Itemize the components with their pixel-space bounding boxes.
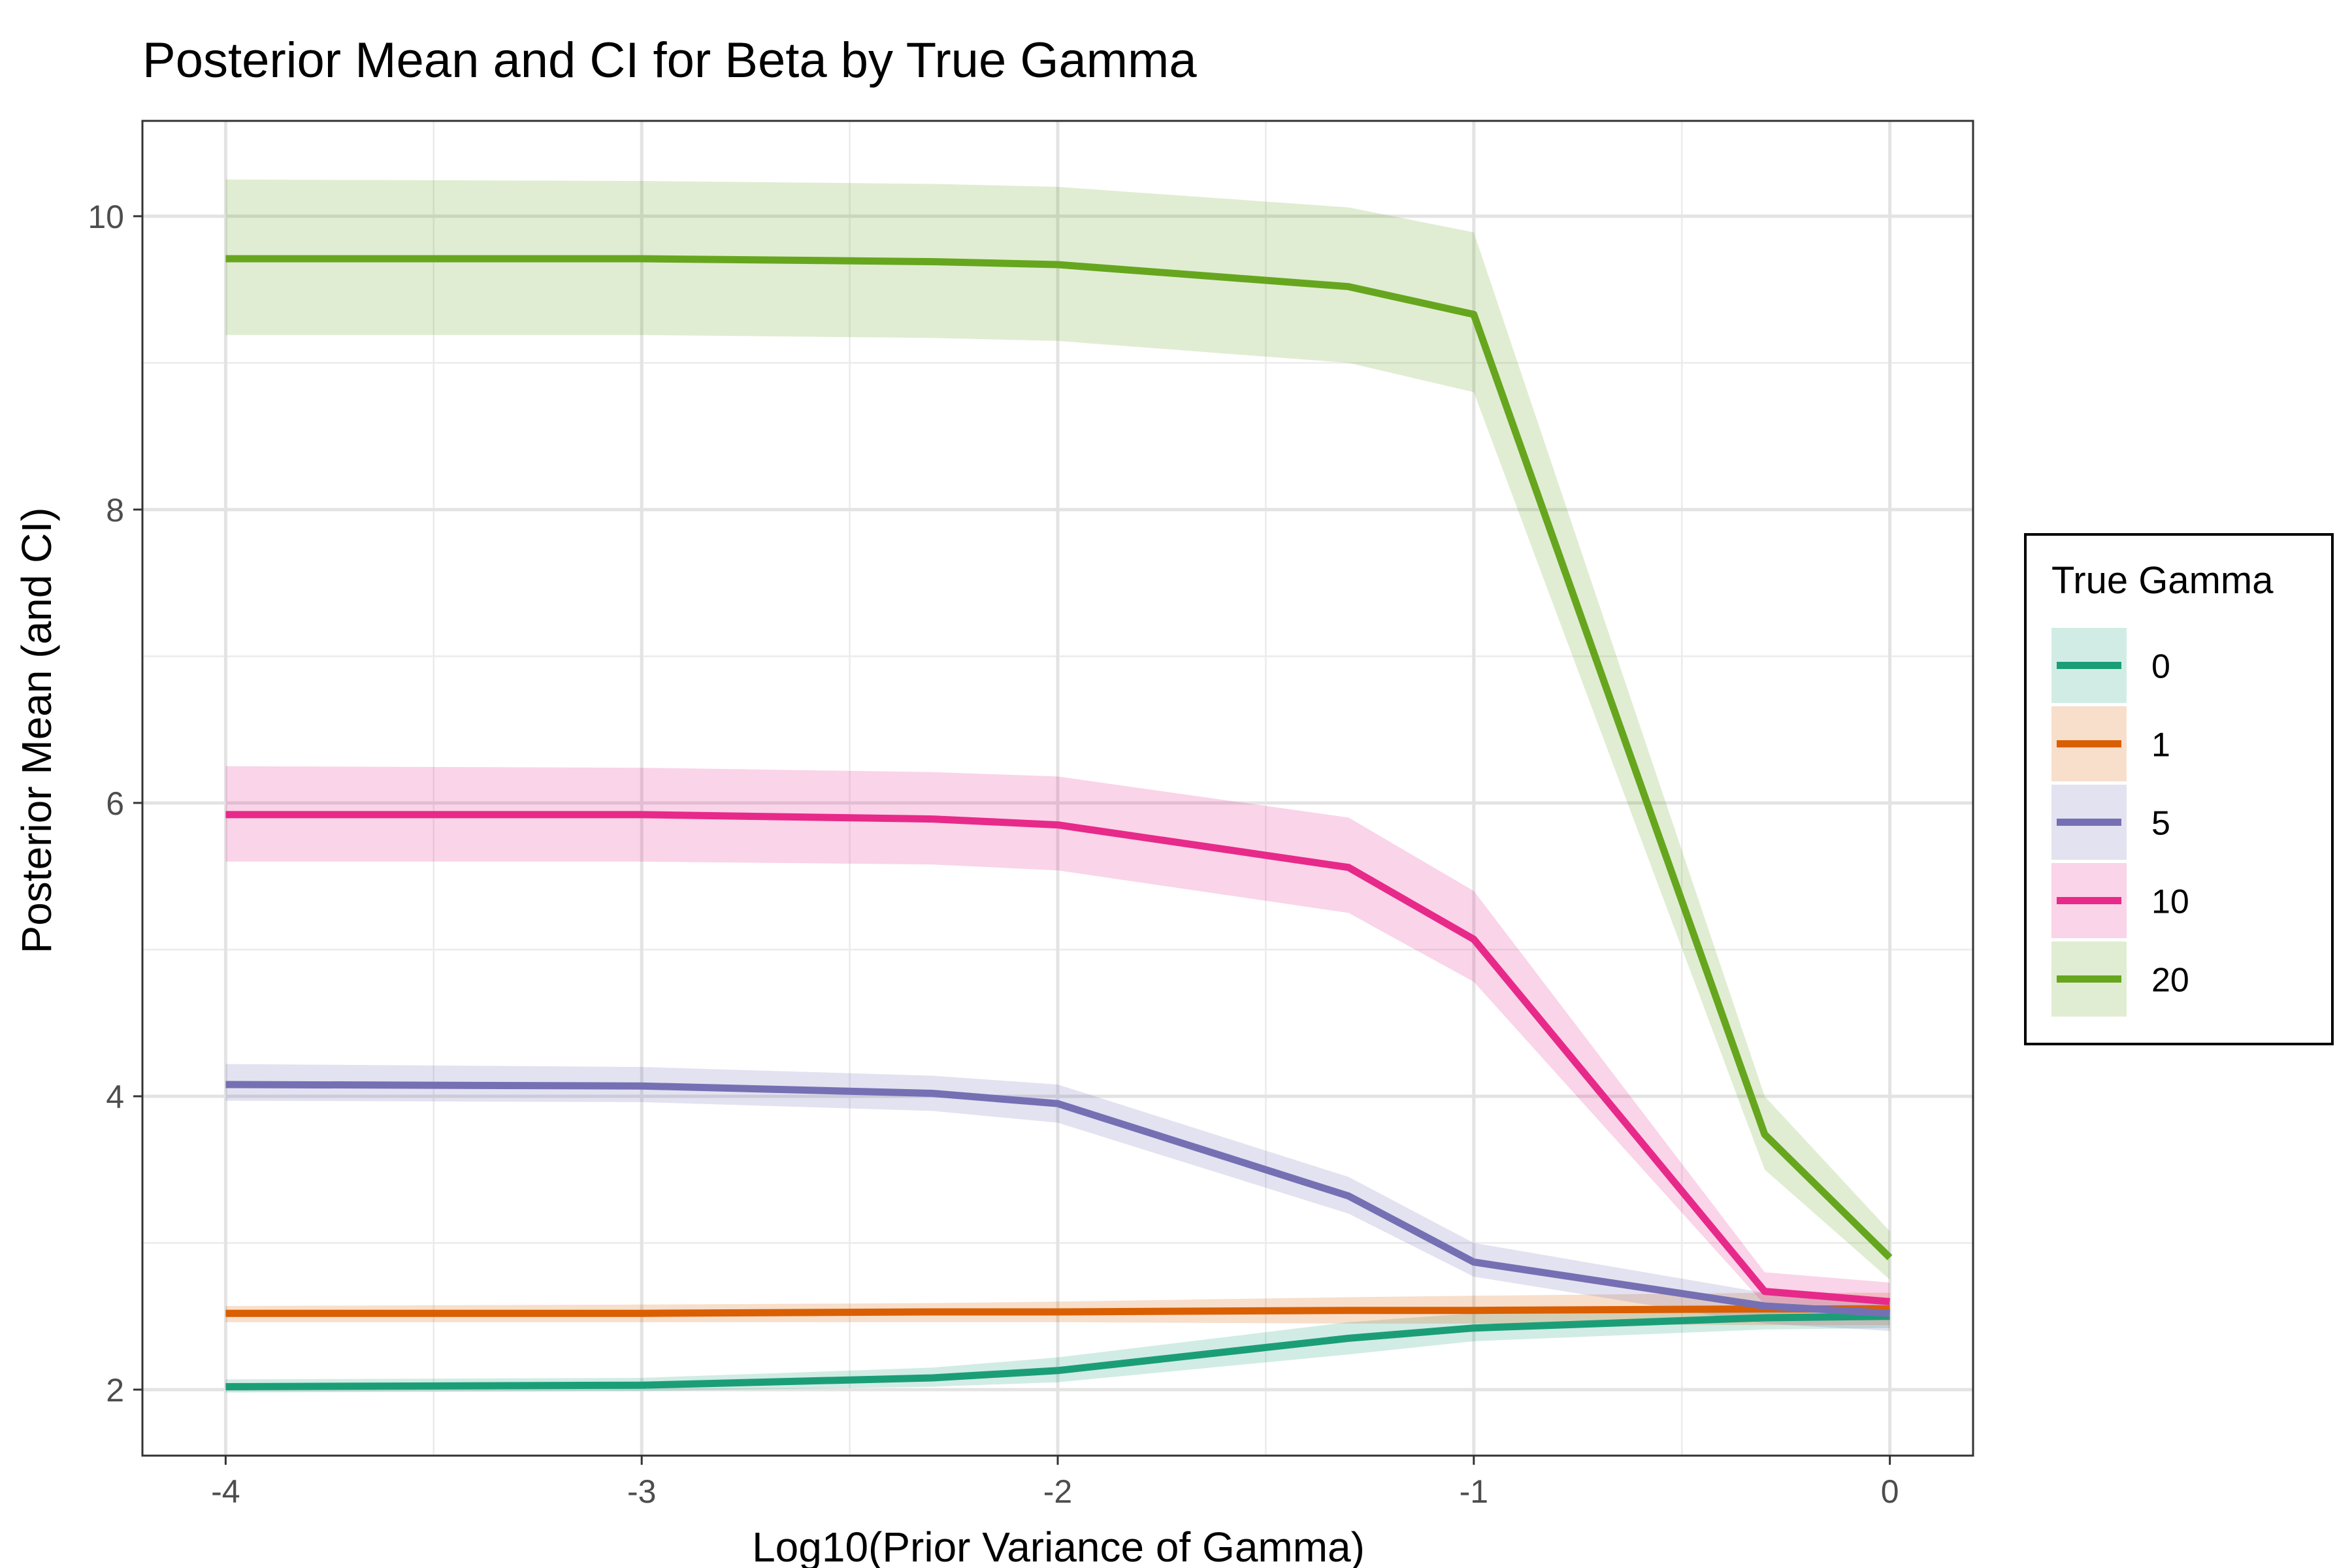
- series-line-gamma-0: [225, 1313, 1890, 1390]
- y-tick-label: 4: [106, 1079, 124, 1115]
- legend-label-10: 10: [2151, 883, 2189, 921]
- ci-ribbon-gamma-10: [225, 766, 1890, 1318]
- x-tick-label: 0: [1881, 1473, 1899, 1510]
- ci-ribbon-gamma-20: [225, 179, 1890, 1280]
- legend-title: True Gamma: [2051, 559, 2274, 602]
- x-tick-label: -1: [1460, 1473, 1488, 1510]
- x-axis-title: Log10(Prior Variance of Gamma): [752, 1524, 1365, 1568]
- legend-label-20: 20: [2151, 962, 2189, 1000]
- series-line-gamma-5: [225, 1081, 1890, 1317]
- y-axis: 2 4 6 8 10: [88, 199, 142, 1409]
- series-line-gamma-20: [225, 255, 1893, 1260]
- series-line-gamma-10: [225, 811, 1891, 1305]
- y-tick-label: 2: [106, 1372, 124, 1409]
- x-tick-label: -3: [627, 1473, 656, 1510]
- x-tick-label: -4: [211, 1473, 240, 1510]
- legend-box: [2024, 533, 2334, 1045]
- series-line-gamma-1: [225, 1305, 1890, 1317]
- series-lines: [225, 255, 1893, 1390]
- plot-area: [141, 120, 1974, 1457]
- x-tick-label: -2: [1043, 1473, 1072, 1510]
- y-tick-label: 6: [106, 785, 124, 822]
- legend-label-0: 0: [2151, 648, 2170, 686]
- legend: True Gamma 0 1 5 10 20: [2024, 533, 2334, 1045]
- legend-label-1: 1: [2151, 727, 2170, 764]
- chart-title: Posterior Mean and CI for Beta by True G…: [142, 33, 1197, 88]
- legend-keys: 0 1 5 10 20: [2051, 628, 2189, 1017]
- y-tick-label: 8: [106, 492, 124, 529]
- legend-label-5: 5: [2151, 805, 2170, 843]
- grid-major: [142, 121, 1973, 1456]
- y-tick-label: 10: [88, 199, 124, 235]
- x-axis: -4 -3 -2 -1 0: [211, 1456, 1899, 1510]
- y-axis-title: Posterior Mean (and CI): [13, 508, 60, 954]
